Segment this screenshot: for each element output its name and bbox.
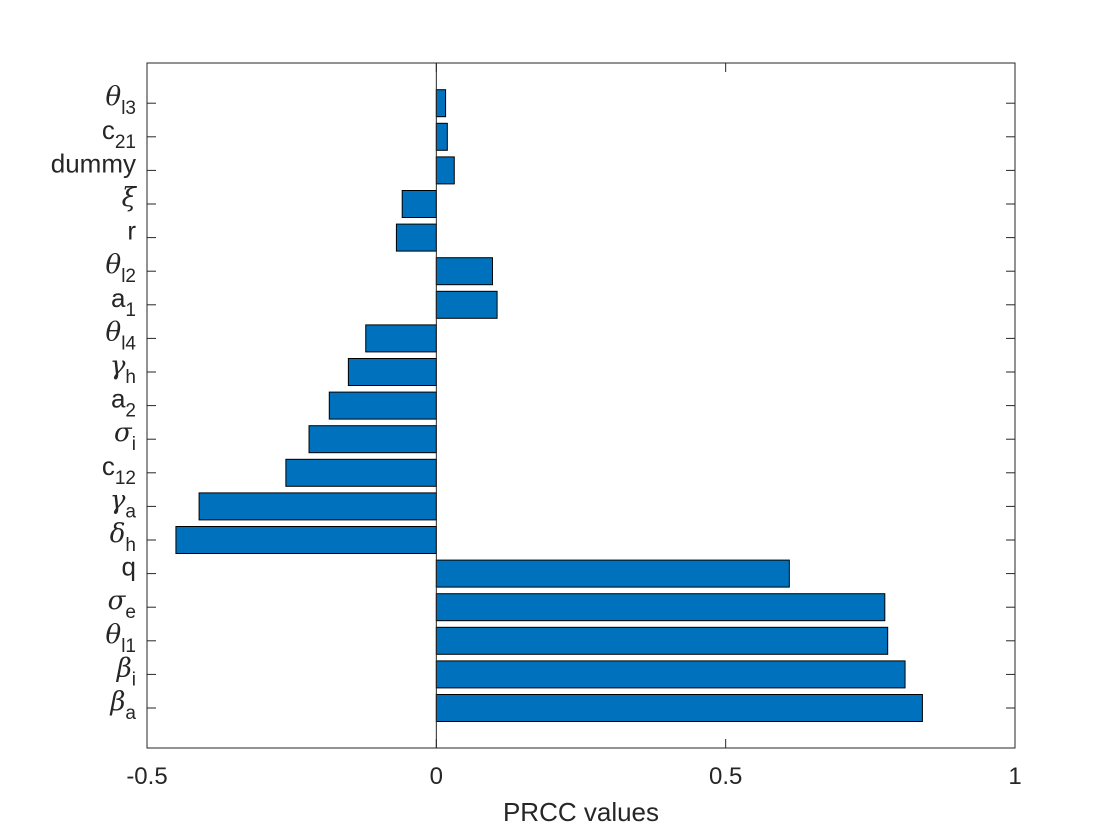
y-tick-label: βa	[109, 687, 136, 724]
y-tick-label: σi	[114, 418, 136, 455]
y-tick-label: a2	[111, 384, 136, 422]
x-tick-label: -0.5	[126, 763, 167, 790]
bar	[365, 324, 437, 353]
y-tick-label: σe	[108, 586, 136, 623]
y-tick-label: θl2	[106, 250, 136, 287]
x-axis-label: PRCC values	[503, 797, 659, 827]
bar	[435, 156, 455, 185]
bar	[435, 89, 447, 118]
y-tick-label: θl1	[106, 620, 136, 657]
bar	[435, 593, 886, 622]
bar	[401, 190, 437, 218]
y-tick-label: q	[122, 552, 136, 582]
bar	[435, 626, 889, 655]
x-ticks-group	[146, 63, 1016, 748]
y-tick-label: βi	[116, 653, 136, 690]
y-tick-label: γa	[110, 485, 137, 522]
bar	[328, 391, 437, 420]
bar	[175, 526, 437, 554]
y-tick-label: δh	[110, 519, 136, 556]
x-tick-label: 0.5	[709, 763, 742, 790]
y-tick-label: ξ	[122, 183, 138, 213]
bar	[285, 458, 437, 487]
bar	[435, 290, 498, 319]
y-tick-label: θl4	[106, 317, 137, 354]
bar	[435, 559, 790, 588]
bar	[435, 694, 923, 722]
bar	[198, 492, 437, 521]
y-tick-label: θl3	[106, 82, 136, 119]
bar	[435, 122, 448, 151]
bars-group	[175, 89, 923, 722]
y-tick-label: γh	[110, 351, 136, 388]
x-tick-label: 1	[1008, 763, 1021, 790]
bar	[435, 257, 493, 286]
y-tick-label: dummy	[51, 148, 136, 178]
y-tick-label: c21	[102, 115, 136, 153]
y-tick-label: c12	[102, 451, 136, 489]
bar	[347, 358, 437, 386]
y-ticks-group	[147, 102, 1015, 709]
y-tick-label: a1	[111, 283, 136, 321]
x-tick-label: 0	[430, 763, 443, 790]
y-tick-label: r	[127, 216, 136, 246]
x-tick-labels-group: -0.5 0 0.5 1	[126, 763, 1021, 790]
bar	[435, 660, 906, 689]
bar	[308, 425, 437, 454]
bar	[395, 223, 437, 252]
